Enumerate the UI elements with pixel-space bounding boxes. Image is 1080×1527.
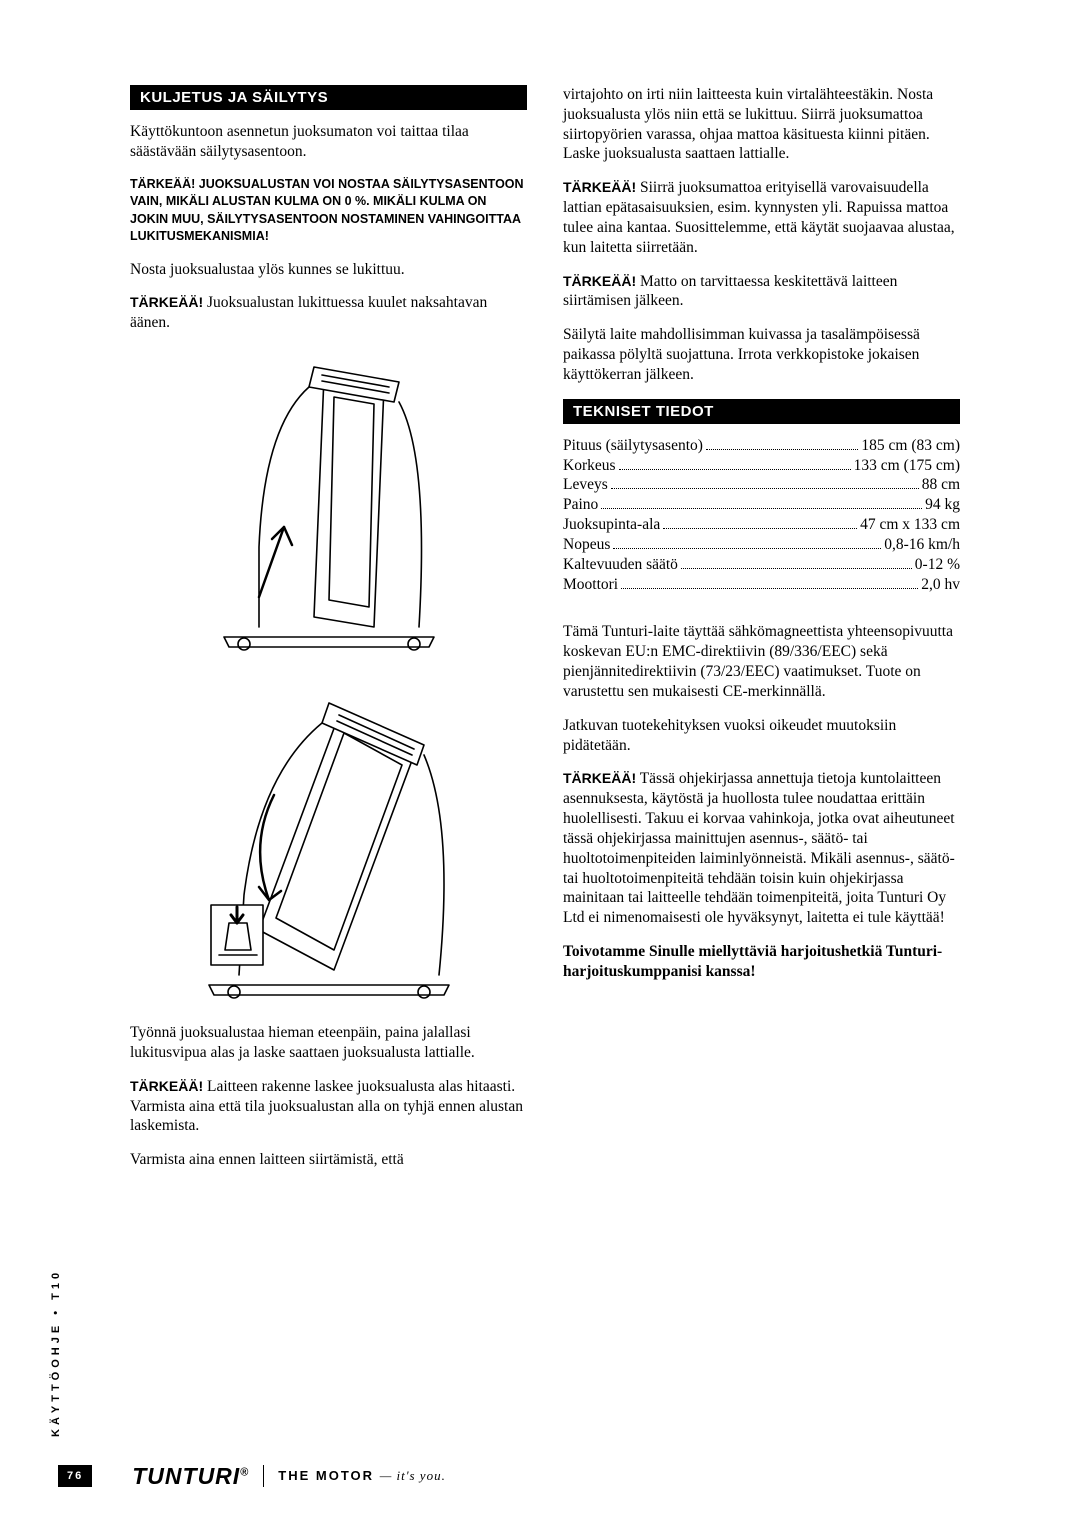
spec-row: Pituus (säilytysasento) 185 cm (83 cm) — [563, 436, 960, 456]
tagline-bold: THE MOTOR — [278, 1468, 374, 1483]
right-column: virtajohto on irti niin laitteesta kuin … — [563, 85, 960, 1184]
para: Käyttökuntoon asennetun juoksumaton voi … — [130, 122, 527, 162]
leader-dots — [619, 469, 851, 470]
para: TÄRKEÄÄ! Matto on tarvittaessa keskitett… — [563, 272, 960, 312]
spec-value: 88 cm — [922, 475, 960, 495]
spec-value: 185 cm (83 cm) — [861, 436, 960, 456]
para: Jatkuvan tuotekehityksen vuoksi oikeudet… — [563, 716, 960, 756]
warning-block: TÄRKEÄÄ! JUOKSUALUSTAN VOI NOSTAA SÄILYT… — [130, 176, 527, 246]
illustration-fold-up — [130, 347, 527, 657]
spec-label: Nopeus — [563, 535, 610, 555]
spec-row: Juoksupinta-ala 47 cm x 133 cm — [563, 515, 960, 535]
brand-tagline: THE MOTOR — it's you. — [278, 1468, 446, 1484]
spec-table: Pituus (säilytysasento) 185 cm (83 cm) Ko… — [563, 436, 960, 595]
spec-row: Nopeus 0,8-16 km/h — [563, 535, 960, 555]
spec-value: 0,8-16 km/h — [884, 535, 960, 555]
spec-row: Korkeus 133 cm (175 cm) — [563, 456, 960, 476]
para: Säilytä laite mahdollisimman kuivassa ja… — [563, 325, 960, 384]
spec-value: 133 cm (175 cm) — [854, 456, 960, 476]
para: Työnnä juoksualustaa hieman eteenpäin, p… — [130, 1023, 527, 1063]
spec-label: Leveys — [563, 475, 608, 495]
leader-dots — [663, 528, 857, 529]
leader-dots — [706, 449, 858, 450]
leader-dots — [613, 548, 881, 549]
treadmill-up-icon — [204, 347, 454, 657]
page-content: KULJETUS JA SÄILYTYS Käyttökuntoon asenn… — [130, 85, 960, 1467]
warning-label: TÄRKEÄÄ! — [563, 273, 636, 289]
para: Tämä Tunturi-laite täyttää sähkömagneett… — [563, 622, 960, 701]
footer-divider — [263, 1465, 264, 1487]
section-heading-specs: TEKNISET TIEDOT — [563, 399, 960, 424]
para: virtajohto on irti niin laitteesta kuin … — [563, 85, 960, 164]
spec-value: 0-12 % — [915, 555, 960, 575]
warning-label: TÄRKEÄÄ! — [563, 179, 636, 195]
leader-dots — [601, 508, 922, 509]
page-footer: 76 TUNTURI® THE MOTOR — it's you. — [58, 1461, 960, 1491]
para: Nosta juoksualustaa ylös kunnes se lukit… — [130, 260, 527, 280]
spec-row: Moottori 2,0 hv — [563, 575, 960, 595]
warning-label: TÄRKEÄÄ! — [563, 770, 636, 786]
spec-label: Korkeus — [563, 456, 616, 476]
spec-label: Juoksupinta-ala — [563, 515, 660, 535]
warning-label: TÄRKEÄÄ! — [130, 1078, 203, 1094]
side-running-head: KÄYTTÖOHJE • T10 — [50, 1269, 62, 1437]
para: TÄRKEÄÄ! Laitteen rakenne laskee juoksua… — [130, 1077, 527, 1136]
leader-dots — [621, 588, 918, 589]
registered-icon: ® — [240, 1466, 249, 1478]
spec-label: Pituus (säilytysasento) — [563, 436, 703, 456]
spec-label: Moottori — [563, 575, 618, 595]
para: Varmista aina ennen laitteen siirtämistä… — [130, 1150, 527, 1170]
two-column-layout: KULJETUS JA SÄILYTYS Käyttökuntoon asenn… — [130, 85, 960, 1184]
spec-row: Paino 94 kg — [563, 495, 960, 515]
spec-value: 47 cm x 133 cm — [860, 515, 960, 535]
para: TÄRKEÄÄ! Juoksualustan lukittuessa kuule… — [130, 293, 527, 333]
spec-value: 94 kg — [925, 495, 960, 515]
warning-text: Tässä ohjekirjassa annettuja tietoja kun… — [563, 770, 955, 926]
para: TÄRKEÄÄ! Siirrä juoksumattoa erityisellä… — [563, 178, 960, 257]
spec-label: Kaltevuuden säätö — [563, 555, 678, 575]
leader-dots — [611, 488, 919, 489]
tagline-italic: — it's you. — [380, 1468, 446, 1483]
treadmill-down-icon — [189, 675, 469, 1005]
section-heading-transport: KULJETUS JA SÄILYTYS — [130, 85, 527, 110]
page-number: 76 — [58, 1465, 92, 1487]
spec-value: 2,0 hv — [921, 575, 960, 595]
left-column: KULJETUS JA SÄILYTYS Käyttökuntoon asenn… — [130, 85, 527, 1184]
leader-dots — [681, 568, 912, 569]
spec-row: Leveys 88 cm — [563, 475, 960, 495]
warning-label: TÄRKEÄÄ! — [130, 294, 203, 310]
illustration-fold-down — [130, 675, 527, 1005]
closing-statement: Toivotamme Sinulle miellyttäviä harjoitu… — [563, 942, 960, 982]
spec-label: Paino — [563, 495, 598, 515]
brand-text: TUNTURI — [132, 1463, 240, 1489]
para: TÄRKEÄÄ! Tässä ohjekirjassa annettuja ti… — [563, 769, 960, 928]
brand-logo: TUNTURI® — [132, 1463, 249, 1490]
spec-row: Kaltevuuden säätö 0-12 % — [563, 555, 960, 575]
